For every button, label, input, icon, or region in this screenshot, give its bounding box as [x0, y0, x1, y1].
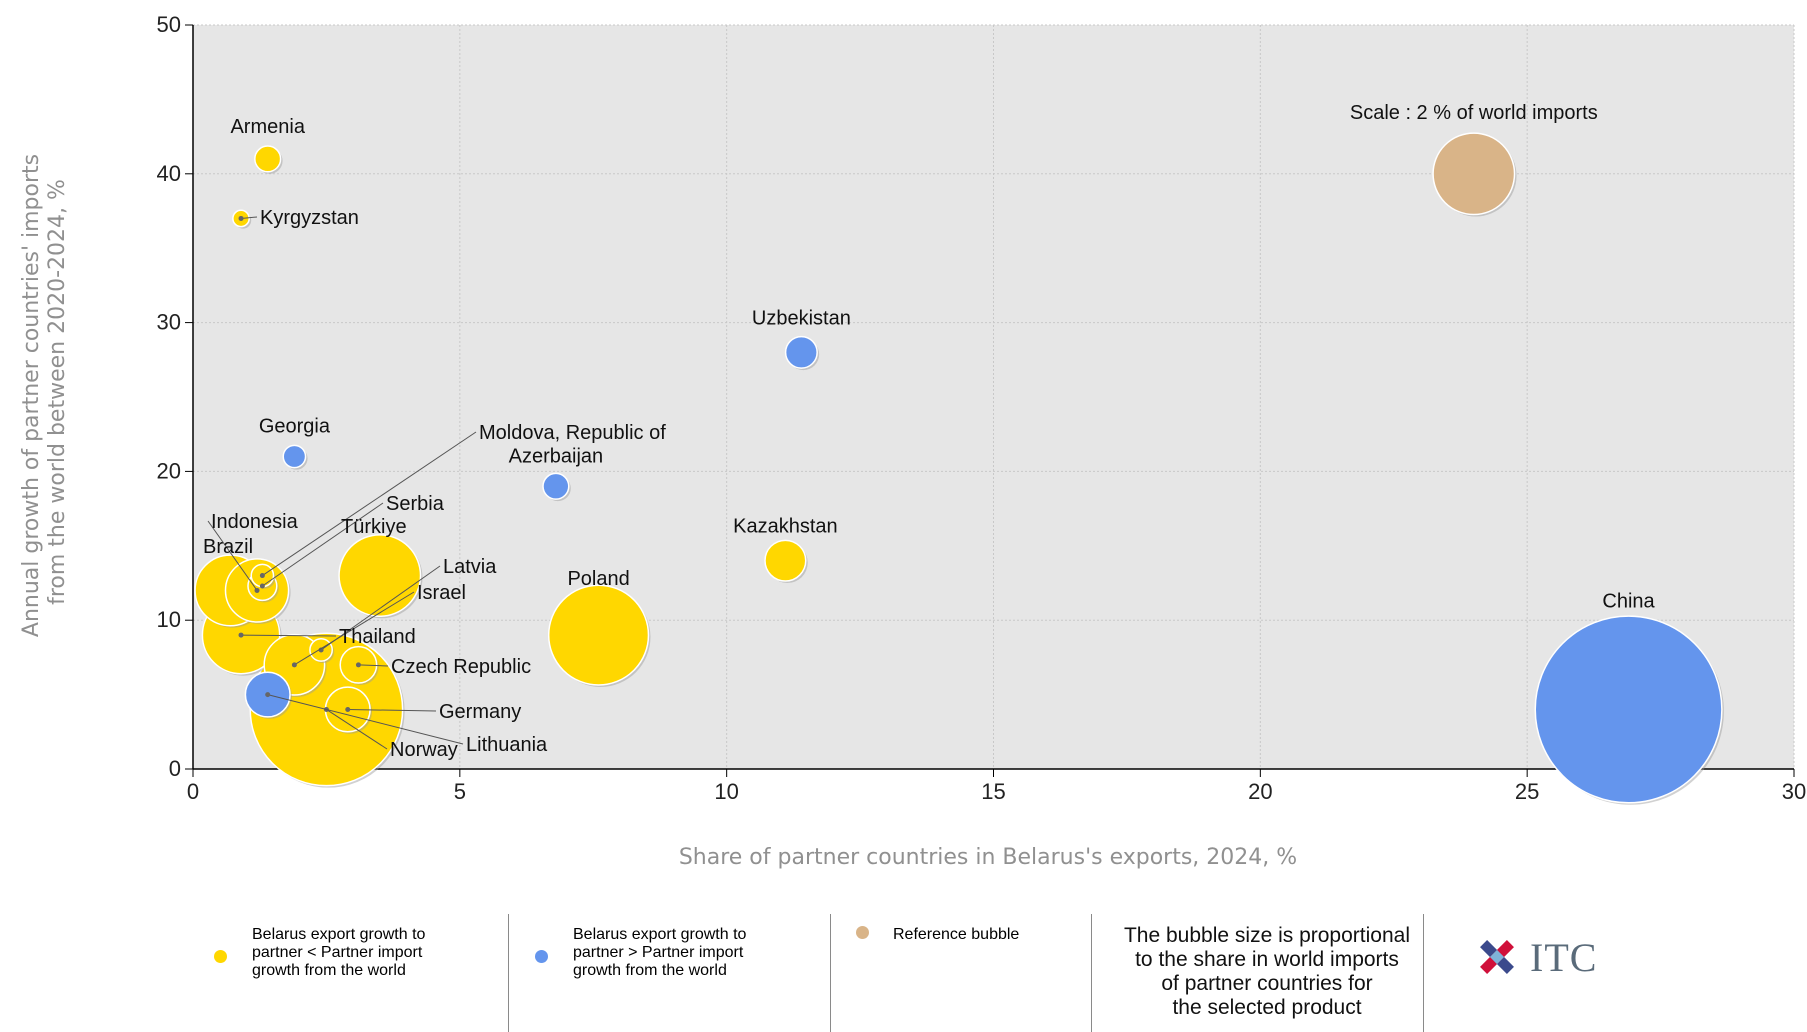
label-leader-line	[326, 709, 388, 750]
legend-note-line-2: to the share in world imports	[1135, 948, 1399, 971]
legend: Belarus export growth to partner < Partn…	[190, 912, 1596, 1032]
x-tick-label: 0	[187, 779, 199, 804]
bubble-label: Georgia	[259, 416, 331, 438]
legend-blue-label: Belarus export growth to partner > Partn…	[573, 926, 746, 980]
legend-note-line-4: the selected product	[1172, 996, 1362, 1019]
label-leader-dot	[238, 215, 244, 221]
legend-size-note: The bubble size is proportional to the s…	[1102, 924, 1432, 1020]
legend-yellow-line-2: partner < Partner import	[252, 944, 423, 961]
bubble	[1534, 615, 1723, 804]
bubble-label: Moldova, Republic of	[479, 422, 666, 444]
bubble-label: Latvia	[443, 556, 497, 578]
legend-divider	[830, 914, 831, 1032]
label-leader-dot	[291, 662, 297, 668]
bubble-label: Kyrgyzstan	[260, 207, 359, 229]
y-tick-label: 50	[157, 12, 181, 37]
legend-divider	[508, 914, 509, 1032]
bubble	[542, 472, 570, 500]
label-leader-line	[358, 664, 389, 667]
bubble-label: Israel	[417, 582, 466, 604]
legend-blue-line-3: growth from the world	[573, 962, 727, 979]
bubble	[282, 444, 307, 469]
label-leader-dot	[355, 662, 361, 668]
bubble-label: Serbia	[386, 493, 445, 515]
legend-reference-label: Reference bubble	[893, 926, 1020, 943]
x-tick-label: 15	[981, 779, 1005, 804]
label-leader-dot	[265, 692, 271, 698]
reference-bubble-label: Scale : 2 % of world imports	[1350, 102, 1598, 124]
legend-note-line-3: of partner countries for	[1161, 972, 1373, 995]
x-tick-label: 10	[714, 779, 738, 804]
y-axis-title-line-2: from the world between 2020-2024, %	[45, 179, 70, 605]
legend-blue-line-2: partner > Partner import	[573, 944, 744, 961]
legend-blue-line-1: Belarus export growth to	[573, 926, 747, 943]
bubble-label: Brazil	[203, 536, 253, 558]
label-leader-dot	[238, 632, 244, 638]
y-tick-label: 0	[169, 756, 181, 781]
x-tick-label: 25	[1515, 779, 1539, 804]
label-leader-line	[240, 216, 258, 219]
bubble-label: Norway	[390, 739, 458, 761]
legend-divider	[1423, 914, 1424, 1032]
bubble	[547, 584, 650, 686]
y-tick-label: 10	[157, 607, 181, 632]
label-leader-dot	[254, 587, 260, 593]
x-tick-label: 5	[454, 779, 466, 804]
bubble-label: Kazakhstan	[733, 516, 838, 538]
label-leader-dot	[259, 573, 265, 579]
x-tick-label: 30	[1782, 779, 1806, 804]
bubble-label: Czech Republic	[391, 656, 531, 678]
x-tick-label: 20	[1248, 779, 1272, 804]
label-leader-dot	[259, 583, 265, 589]
itc-logo: ITC	[1470, 926, 1610, 986]
bubble	[338, 534, 422, 618]
y-axis-title: Annual growth of partner countries' impo…	[19, 147, 70, 637]
bubble-label: Germany	[439, 701, 521, 723]
legend-yellow-label: Belarus export growth to partner < Partn…	[252, 926, 425, 980]
reference-bubble	[1432, 132, 1516, 216]
label-leader-line	[241, 634, 337, 637]
label-leader-dot	[345, 706, 351, 712]
bubble-label: China	[1602, 590, 1655, 612]
bubble-label: Azerbaijan	[509, 445, 604, 467]
legend-blue-marker	[535, 950, 548, 963]
bubble-chart: 0 5 10 15 20 25 30 0 10 20 30 40 50 Scale : 2 % of wo…	[19, 12, 1806, 870]
bubble	[764, 539, 807, 582]
bubble-label: Armenia	[230, 116, 305, 138]
legend-yellow-line-3: growth from the world	[252, 962, 406, 979]
bubble	[784, 335, 818, 369]
x-axis-title: Share of partner countries in Belarus's …	[679, 845, 1297, 870]
bubble-label: Indonesia	[211, 511, 299, 533]
label-leader-line	[262, 502, 384, 587]
bubble-label: Poland	[567, 568, 629, 590]
label-leader-line	[207, 520, 258, 591]
bubble-label: Thailand	[339, 626, 416, 648]
legend-note-line-1: The bubble size is proportional	[1123, 924, 1410, 947]
y-tick-label: 20	[157, 458, 181, 483]
legend-yellow-line-1: Belarus export growth to	[252, 926, 426, 943]
label-leader-line	[262, 431, 477, 576]
label-leader-line	[294, 591, 415, 666]
legend-reference-marker	[856, 926, 869, 939]
plot-area: 0 5 10 15 20 25 30 0 10 20 30 40 50 Scale : 2 % of wo…	[157, 12, 1806, 805]
label-leader-dot	[318, 647, 324, 653]
y-axis-title-line-1: Annual growth of partner countries' impo…	[19, 154, 44, 637]
label-leader-line	[267, 694, 464, 745]
bubble	[254, 145, 282, 173]
itc-logo-icon	[1480, 940, 1514, 974]
label-leader-line	[347, 708, 437, 712]
y-tick-label: 30	[157, 310, 181, 335]
y-tick-label: 40	[157, 161, 181, 186]
itc-logo-text: ITC	[1530, 935, 1598, 980]
bubble-label: Türkiye	[341, 516, 407, 538]
bubble-label: Lithuania	[466, 734, 548, 756]
legend-divider	[1091, 914, 1092, 1032]
legend-yellow-marker	[214, 950, 227, 963]
bubble-label: Uzbekistan	[752, 307, 851, 329]
